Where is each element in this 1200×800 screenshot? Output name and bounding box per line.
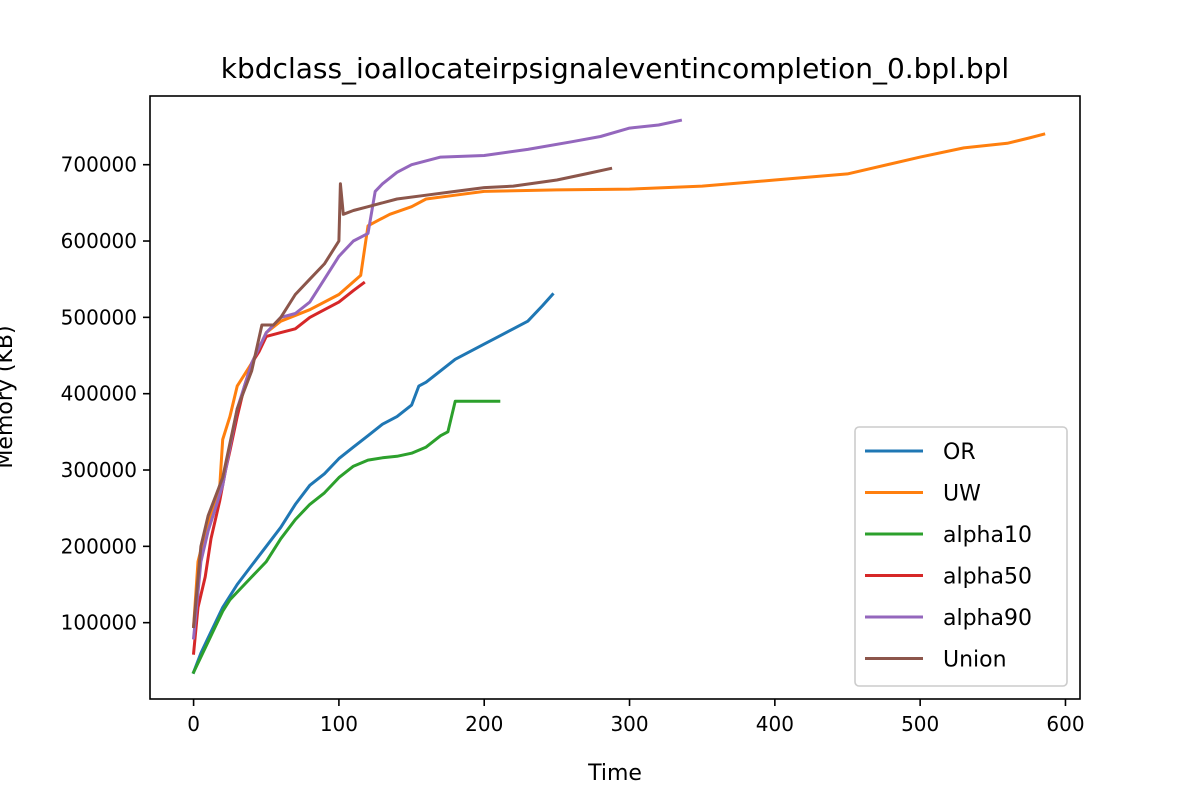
y-tick-label: 500000 bbox=[61, 305, 137, 329]
y-tick-label: 400000 bbox=[61, 382, 137, 406]
y-tick-label: 200000 bbox=[61, 534, 137, 558]
legend-entry-uw: UW bbox=[943, 482, 981, 507]
x-tick-label: 100 bbox=[320, 712, 358, 736]
series-line-alpha50 bbox=[191, 280, 366, 655]
x-tick-label: 600 bbox=[1046, 712, 1084, 736]
legend-entry-alpha50: alpha50 bbox=[943, 565, 1032, 590]
legend-entry-or: OR bbox=[943, 440, 976, 465]
y-axis: 100000 200000 300000 400000 500000 600000 7000… bbox=[61, 153, 150, 635]
legend-entry-alpha10: alpha10 bbox=[943, 523, 1032, 548]
chart-title: kbdclass_ioallocateirpsignaleventincompl… bbox=[221, 52, 1009, 85]
legend-entry-union: Union bbox=[943, 648, 1007, 673]
x-tick-label: 0 bbox=[187, 712, 200, 736]
series-line-union bbox=[191, 166, 613, 629]
axes-frame bbox=[149, 95, 1081, 700]
plot-area bbox=[191, 118, 1046, 675]
legend: OR UW alpha10 alpha50 alpha90 Union bbox=[854, 426, 1068, 687]
x-tick-label: 200 bbox=[465, 712, 503, 736]
series-line-alpha10 bbox=[191, 399, 501, 675]
y-tick-label: 700000 bbox=[61, 153, 137, 177]
x-tick-label: 400 bbox=[756, 712, 794, 736]
y-tick-label: 600000 bbox=[61, 229, 137, 253]
y-tick-label: 300000 bbox=[61, 458, 137, 482]
x-tick-label: 500 bbox=[901, 712, 939, 736]
x-axis-label: Time bbox=[587, 761, 642, 786]
y-axis-label: Memory (KB) bbox=[0, 325, 18, 468]
series-line-uw bbox=[192, 132, 1046, 629]
y-tick-label: 100000 bbox=[61, 611, 137, 635]
x-axis: 0 100 200 300 400 500 600 bbox=[187, 699, 1085, 736]
x-tick-label: 300 bbox=[610, 712, 648, 736]
series-line-or bbox=[191, 292, 555, 675]
legend-entry-alpha90: alpha90 bbox=[943, 606, 1032, 631]
